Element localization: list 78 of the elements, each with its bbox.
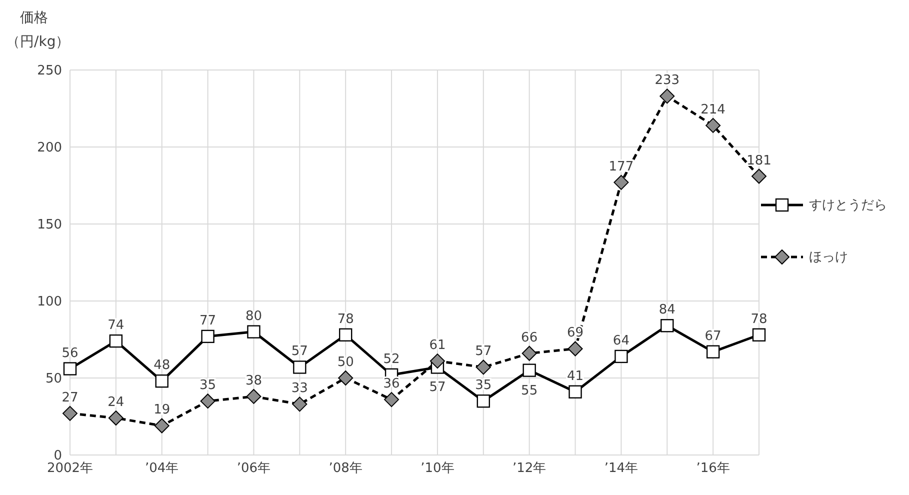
point [476, 394, 490, 408]
data-label: 33 [291, 381, 308, 396]
point [338, 370, 354, 386]
data-label: 77 [200, 313, 216, 328]
point [293, 360, 306, 374]
y-axis-title: 価格（円/kg） [6, 9, 70, 52]
x-tick-label: ’12年 [512, 461, 546, 476]
point [660, 319, 674, 332]
y-tick-label: 250 [37, 64, 62, 79]
x-tick-label: 2002年 [46, 461, 94, 476]
point [706, 345, 720, 358]
data-label: 78 [337, 312, 354, 327]
point [200, 394, 216, 409]
legend-label: ほっけ [809, 248, 848, 266]
data-label: 41 [566, 368, 584, 384]
point [63, 362, 77, 376]
data-label: 80 [245, 308, 262, 324]
data-label: 19 [154, 402, 170, 418]
point [752, 168, 766, 184]
point [154, 418, 170, 434]
data-label: 66 [521, 330, 538, 346]
x-tick-label: ’14年 [604, 461, 638, 476]
data-label: 181 [746, 153, 772, 168]
point [614, 174, 629, 190]
y-tick-label: 200 [37, 140, 62, 156]
data-label: 84 [658, 302, 676, 318]
x-tick-label: ’16年 [696, 461, 730, 476]
data-label: 50 [337, 355, 354, 370]
data-label: 52 [383, 352, 400, 367]
data-label: 57 [429, 380, 446, 396]
data-label: 233 [654, 73, 680, 88]
data-label: 214 [700, 102, 726, 118]
y-tick-label: 0 [54, 448, 62, 464]
point [568, 385, 582, 398]
data-label: 48 [154, 358, 170, 374]
point [706, 118, 721, 133]
point [155, 374, 168, 388]
point [339, 328, 352, 342]
x-tick-label: ’08年 [328, 461, 362, 476]
y-tick-label: 100 [37, 294, 62, 310]
point [522, 346, 537, 361]
data-label: 78 [750, 312, 768, 327]
point [476, 360, 491, 375]
point [247, 325, 260, 338]
legend-label: すけとうだら [809, 196, 887, 214]
data-label: 56 [62, 346, 78, 361]
data-label: 27 [62, 390, 78, 406]
point [522, 364, 536, 377]
data-label: 55 [521, 383, 538, 398]
point [752, 328, 766, 342]
point [660, 88, 675, 104]
data-label: 64 [612, 333, 630, 348]
data-label: 35 [200, 378, 216, 394]
point [201, 330, 214, 344]
data-label: 74 [108, 318, 124, 334]
x-tick-label: ’10年 [420, 461, 454, 476]
data-label: 35 [475, 378, 492, 394]
x-tick-label: ’04年 [145, 461, 179, 476]
point [384, 392, 400, 408]
data-label: 38 [245, 373, 262, 388]
data-label: 69 [566, 326, 584, 341]
point [430, 354, 445, 369]
point [246, 388, 262, 404]
y-tick-label: 50 [45, 372, 62, 387]
point [109, 334, 123, 348]
data-label: 67 [704, 328, 722, 344]
data-label: 24 [108, 395, 124, 410]
data-label: 61 [429, 338, 446, 354]
data-label: 177 [608, 159, 634, 174]
point [62, 406, 78, 421]
data-label: 57 [475, 344, 492, 360]
point [614, 350, 628, 364]
data-label: 57 [291, 344, 308, 360]
point [568, 341, 583, 356]
point [108, 410, 124, 426]
x-tick-label: ’06年 [236, 461, 271, 476]
point [292, 396, 308, 412]
y-tick-label: 150 [37, 218, 62, 233]
